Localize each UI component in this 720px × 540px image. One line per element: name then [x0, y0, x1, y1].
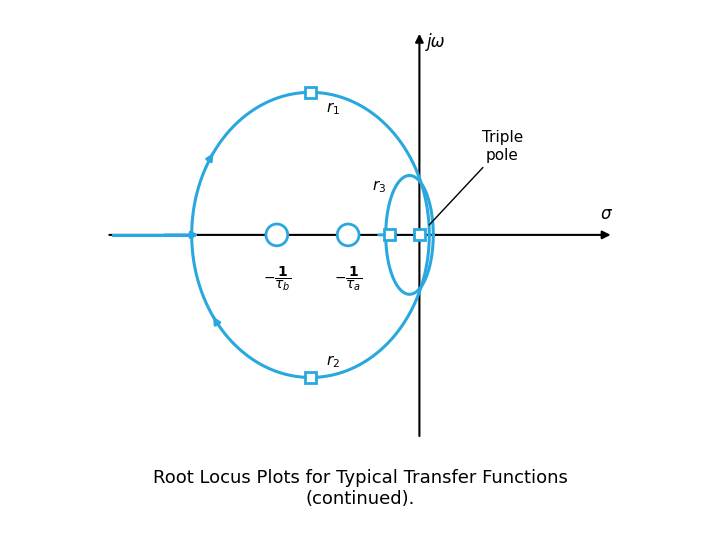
Text: $r_3$: $r_3$: [372, 179, 386, 195]
FancyBboxPatch shape: [305, 87, 316, 98]
Text: $r_1$: $r_1$: [326, 100, 341, 117]
FancyBboxPatch shape: [305, 372, 316, 383]
Text: $-\dfrac{\mathbf{1}}{\tau_b}$: $-\dfrac{\mathbf{1}}{\tau_b}$: [263, 265, 291, 293]
Circle shape: [266, 224, 288, 246]
FancyBboxPatch shape: [414, 230, 425, 240]
FancyBboxPatch shape: [384, 230, 395, 240]
Text: σ: σ: [601, 205, 611, 223]
Text: $-\dfrac{\mathbf{1}}{\tau_a}$: $-\dfrac{\mathbf{1}}{\tau_a}$: [334, 265, 362, 293]
Text: $r_2$: $r_2$: [326, 353, 341, 369]
Text: Triple
pole: Triple pole: [429, 130, 523, 225]
Text: jω: jω: [428, 33, 446, 51]
Circle shape: [337, 224, 359, 246]
Text: Root Locus Plots for Typical Transfer Functions
(continued).: Root Locus Plots for Typical Transfer Fu…: [153, 469, 567, 508]
